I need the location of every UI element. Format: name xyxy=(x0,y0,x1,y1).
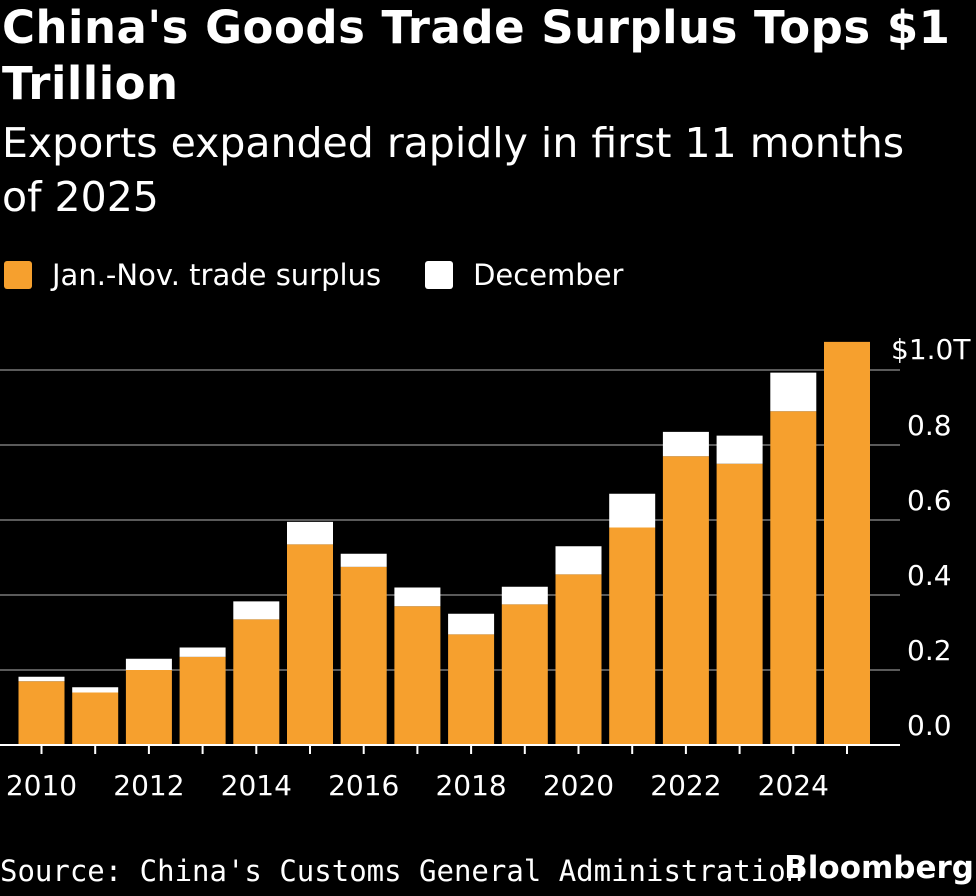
x-tick-label-2016: 2016 xyxy=(328,769,399,802)
x-tick-label-2024: 2024 xyxy=(758,769,829,802)
y-tick-label: 0.6 xyxy=(907,484,952,517)
bar-december-2014 xyxy=(233,601,280,620)
legend-item-surplus: Jan.-Nov. trade surplus xyxy=(4,258,381,292)
bar-december-2011 xyxy=(72,687,119,693)
bar-surplus-2013 xyxy=(179,656,226,745)
bar-surplus-2020 xyxy=(555,574,602,745)
bar-surplus-2023 xyxy=(716,463,763,745)
bar-surplus-2025 xyxy=(824,341,870,745)
bar-surplus-2024 xyxy=(770,411,817,745)
bar-december-2024 xyxy=(770,372,817,412)
bar-surplus-2010 xyxy=(18,681,65,745)
y-tick-label: 0.4 xyxy=(907,559,952,592)
bar-december-2015 xyxy=(287,521,333,545)
bar-surplus-2011 xyxy=(72,692,119,745)
source-note: Source: China's Customs General Administ… xyxy=(0,854,804,888)
bar-december-2019 xyxy=(501,586,548,605)
bar-december-2022 xyxy=(662,431,709,457)
legend-label-december: December xyxy=(473,258,624,292)
legend-item-december: December xyxy=(425,258,623,292)
bar-surplus-2015 xyxy=(287,544,333,745)
x-tick-label-2022: 2022 xyxy=(650,769,721,802)
y-tick-label: $1.0T xyxy=(891,333,971,366)
bar-december-2016 xyxy=(340,553,387,567)
x-tick-label-2010: 2010 xyxy=(6,769,77,802)
bars xyxy=(18,341,870,745)
bar-december-2012 xyxy=(125,658,172,670)
y-tick-label: 0.2 xyxy=(907,634,952,667)
chart-legend: Jan.-Nov. trade surplus December xyxy=(4,257,667,293)
x-tick-label-2014: 2014 xyxy=(221,769,292,802)
x-tick-label-2020: 2020 xyxy=(543,769,614,802)
bar-december-2023 xyxy=(716,435,763,464)
bar-december-2013 xyxy=(179,647,226,657)
y-tick-label: 0.0 xyxy=(907,709,952,742)
bar-surplus-2017 xyxy=(394,606,441,745)
x-tick-label-2012: 2012 xyxy=(113,769,184,802)
legend-swatch-december xyxy=(425,261,454,289)
bar-surplus-2018 xyxy=(448,634,495,745)
bar-surplus-2016 xyxy=(340,566,387,745)
legend-swatch-surplus xyxy=(4,261,32,289)
bar-december-2018 xyxy=(448,613,495,635)
bar-surplus-2014 xyxy=(233,619,280,745)
x-axis-ticks: 2010 2012 2014 2016 2018 2020 2022 2024 xyxy=(6,745,848,802)
bar-surplus-2019 xyxy=(501,604,548,745)
bar-december-2021 xyxy=(609,493,656,528)
x-tick-label-2018: 2018 xyxy=(435,769,506,802)
bar-december-2010 xyxy=(18,676,65,682)
bar-december-2017 xyxy=(394,587,441,607)
bar-surplus-2022 xyxy=(662,456,709,745)
y-axis-ticks: 0.0 0.2 0.4 0.6 0.8 $1.0T xyxy=(891,333,971,742)
bar-surplus-2021 xyxy=(609,527,656,745)
legend-label-surplus: Jan.-Nov. trade surplus xyxy=(52,258,382,292)
bar-december-2020 xyxy=(555,546,602,575)
bar-surplus-2012 xyxy=(125,670,172,745)
bloomberg-logo: Bloomberg xyxy=(784,850,974,886)
y-tick-label: 0.8 xyxy=(907,409,952,442)
chart-subtitle: Exports expanded rapidly in first 11 mon… xyxy=(2,119,905,221)
chart-title: China's Goods Trade Surplus Tops $1 Tril… xyxy=(2,1,951,110)
